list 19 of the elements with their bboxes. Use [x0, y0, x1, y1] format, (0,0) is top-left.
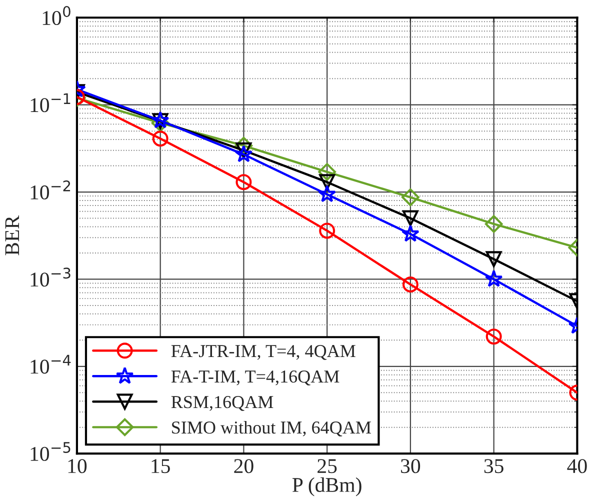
- y-tick-label: 10$^{0}$: [42, 6, 70, 26]
- x-tick-label: 15: [152, 459, 170, 474]
- legend-label: SIMO without IM, 64QAM: [172, 420, 371, 436]
- y-tick-label: 10$^{−5}$: [30, 442, 70, 461]
- y-tick-label: 10$^{−3}$: [30, 268, 70, 287]
- y-tick-label: 10$^{−1}$: [30, 93, 70, 112]
- y-tick-label: 10$^{−2}$: [30, 180, 70, 200]
- x-tick-label: 30: [401, 459, 420, 474]
- legend-label: FA-T-IM, T=4,16QAM: [171, 370, 340, 386]
- x-tick-label: 10: [68, 459, 87, 474]
- x-tick-label: 35: [484, 459, 504, 474]
- x-tick-label: 40: [567, 459, 587, 474]
- legend-label: RSM,16QAM: [171, 396, 274, 411]
- y-tick-label: 10$^{−4}$: [30, 354, 71, 374]
- y-axis-title: BER: [5, 215, 20, 256]
- legend-label: FA-JTR-IM, T=4, 4QAM: [171, 345, 356, 360]
- x-tick-label: 25: [318, 459, 337, 474]
- x-axis-title: P (dBm): [292, 477, 362, 496]
- x-tick-label: 20: [234, 459, 254, 474]
